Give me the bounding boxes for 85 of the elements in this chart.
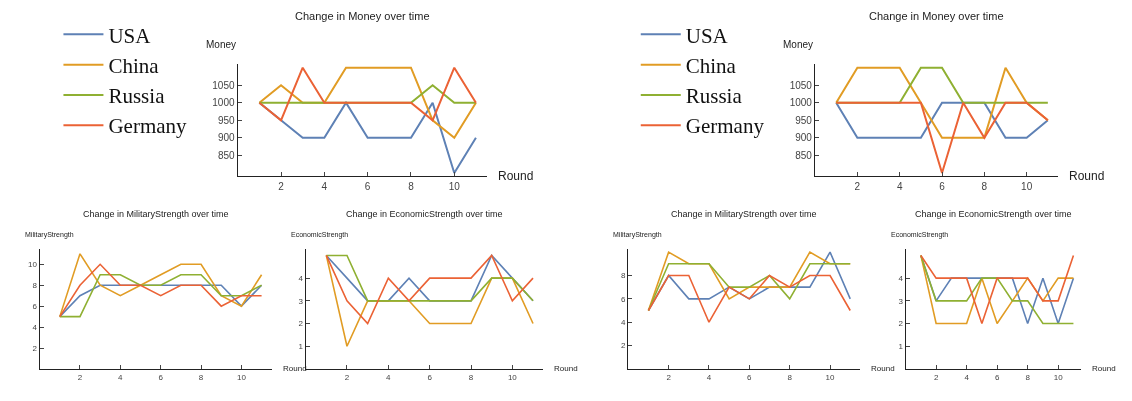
line-series [835,101,1049,174]
y-tick-label: 900 [217,132,236,144]
y-tick-label: 2 [621,341,627,351]
x-tick-label: 6 [158,372,164,382]
y-tick-label: 850 [217,149,236,161]
x-tick-label: 6 [427,372,433,382]
y-axis-title: Money [206,39,237,50]
y-tick-label: 4 [898,273,904,283]
line-series [920,254,1075,325]
y-tick-label: 4 [298,273,304,283]
x-tick-label: 4 [964,372,970,382]
y-tick-label: 10 [27,260,38,270]
line-series [59,273,263,318]
x-tick-label: 2 [344,372,350,382]
y-tick-label: 2 [32,343,38,353]
x-axis-title: Round [498,169,534,183]
y-tick-label: 1 [898,342,904,352]
x-tick-label: 10 [236,372,247,382]
x-tick-label: 10 [825,372,836,382]
y-tick-label: 1050 [212,79,235,91]
x-tick-label: 8 [198,372,204,382]
chart-title: Change in Money over time [869,10,1004,22]
x-tick-label: 8 [981,180,988,192]
x-tick-label: 10 [1021,180,1033,192]
y-tick-label: 8 [621,271,627,281]
line-series [647,274,852,323]
legend-label: Russia [685,84,743,109]
chart-title: Change in Money over time [295,10,430,22]
x-tick-label: 6 [939,180,946,192]
x-axis-title: Round [1069,169,1105,183]
x-tick-label: 10 [507,372,518,382]
legend-label: Russia [108,84,166,109]
line-series [258,66,477,139]
x-tick-label: 2 [666,372,672,382]
y-tick-label: 3 [298,296,304,306]
line-series [59,263,263,318]
y-tick-label: 2 [298,319,304,329]
x-tick-label: 10 [448,180,461,192]
y-tick-label: 8 [32,281,38,291]
x-tick-label: 2 [278,180,285,192]
y-tick-label: 6 [32,301,38,311]
legend-label: USA [108,23,152,48]
legend-label: China [108,53,160,78]
legend-label: USA [685,23,729,48]
x-tick-label: 2 [854,180,861,192]
chart-title: Change in MilitaryStrength over time [671,209,817,219]
x-tick-label: 4 [321,180,328,192]
y-tick-label: 1050 [789,79,813,91]
line-series [325,254,534,325]
y-tick-label: 1000 [789,97,813,109]
x-tick-label: 10 [1053,372,1064,382]
y-tick-label: 950 [217,114,236,126]
y-tick-label: 6 [621,294,627,304]
y-tick-label: 1000 [212,97,235,109]
line-series [647,263,852,312]
y-tick-label: 850 [795,149,813,161]
x-tick-label: 4 [386,372,392,382]
y-tick-label: 2 [898,319,904,329]
legend-label: China [685,53,737,78]
x-tick-label: 2 [77,372,83,382]
y-tick-label: 4 [32,322,38,332]
line-series [59,253,263,318]
x-tick-label: 6 [364,180,371,192]
x-tick-label: 6 [994,372,1000,382]
legend-label: Germany [685,114,765,139]
x-axis-title: Round [554,364,578,373]
x-tick-label: 8 [1025,372,1031,382]
x-tick-label: 6 [747,372,753,382]
chart-title: Change in EconomicStrength over time [915,209,1072,219]
y-axis-title: Money [783,39,814,50]
y-tick-label: 3 [898,296,904,306]
x-tick-label: 4 [706,372,712,382]
x-tick-label: 8 [408,180,415,192]
chart-title: Change in MilitaryStrength over time [83,209,229,219]
x-tick-label: 4 [118,372,124,382]
x-axis-title: Round [1092,364,1116,373]
y-tick-label: 900 [795,132,813,144]
legend-label: Germany [108,114,188,139]
y-tick-label: 1 [298,342,304,352]
x-tick-label: 2 [933,372,939,382]
y-tick-label: 4 [621,318,627,327]
chart-title: Change in EconomicStrength over time [346,209,503,219]
x-axis-title: Round [871,364,895,373]
x-tick-label: 8 [468,372,474,382]
y-tick-label: 950 [795,114,813,126]
